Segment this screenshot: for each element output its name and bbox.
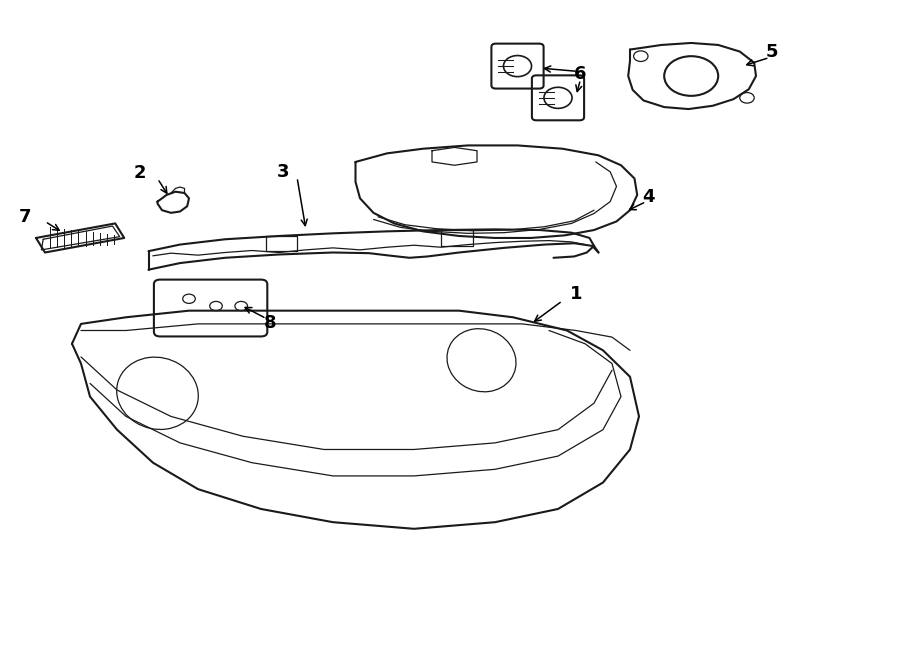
- Text: 8: 8: [264, 313, 276, 332]
- Text: 1: 1: [570, 285, 582, 303]
- Text: 7: 7: [19, 208, 32, 226]
- Text: 4: 4: [642, 188, 654, 206]
- Text: 6: 6: [574, 65, 587, 83]
- Text: 5: 5: [766, 42, 778, 61]
- Text: 3: 3: [277, 163, 290, 181]
- Text: 2: 2: [133, 164, 146, 182]
